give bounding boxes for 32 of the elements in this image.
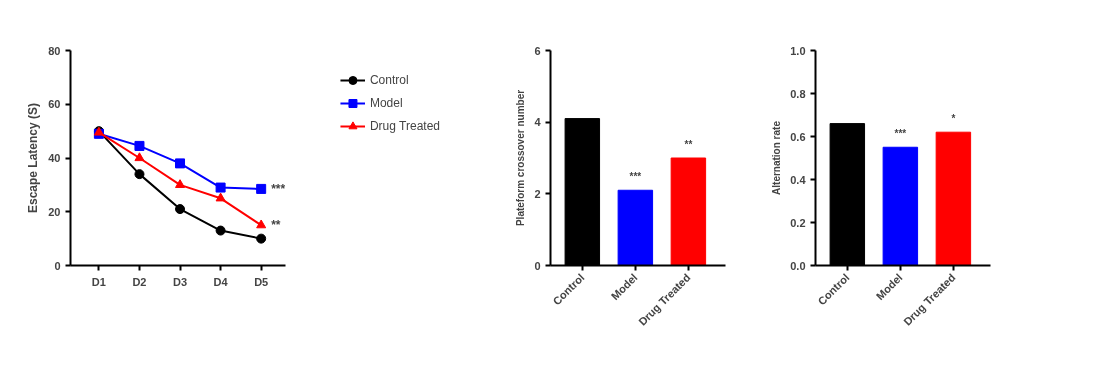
y-axis-title: Plateform crossover number	[515, 89, 527, 227]
annotation: **	[684, 139, 693, 150]
legend-label: Model	[369, 96, 403, 110]
y-tick-label: 0	[54, 259, 61, 272]
annotation: ***	[894, 128, 907, 140]
y-tick-label: 4	[534, 116, 542, 129]
y-tick-label: 0.0	[790, 259, 806, 272]
annotation: ***	[271, 181, 286, 196]
y-tick-label: 40	[48, 152, 61, 164]
x-tick-label: D5	[254, 275, 269, 288]
y-tick-label: 6	[534, 44, 541, 57]
legend-label: Drug Treated	[369, 119, 440, 133]
x-tick-label: D2	[132, 275, 147, 288]
y-tick-label: 1.0	[790, 44, 806, 57]
y-axis-title: Alternation rate	[771, 120, 783, 195]
annotation: ***	[629, 171, 642, 183]
y-tick-label: 20	[48, 205, 61, 218]
annotation: *	[951, 113, 956, 125]
y-tick-label: 0.2	[790, 216, 806, 229]
x-tick-label: D3	[173, 275, 188, 288]
y-tick-label: 80	[48, 44, 61, 57]
y-tick-label: 60	[48, 98, 61, 111]
y-tick-label: 0.4	[790, 173, 807, 186]
y-tick-label: 0.6	[790, 130, 806, 143]
annotation: **	[271, 218, 281, 233]
y-tick-label: 2	[534, 187, 541, 200]
y-tick-label: 0	[534, 259, 541, 272]
y-tick-label: 0.8	[790, 87, 806, 100]
y-axis-title: Escape Latency (S)	[26, 102, 41, 214]
x-tick-label: D4	[213, 275, 229, 288]
legend-label: Control	[369, 73, 409, 87]
x-tick-label: D1	[91, 275, 106, 288]
